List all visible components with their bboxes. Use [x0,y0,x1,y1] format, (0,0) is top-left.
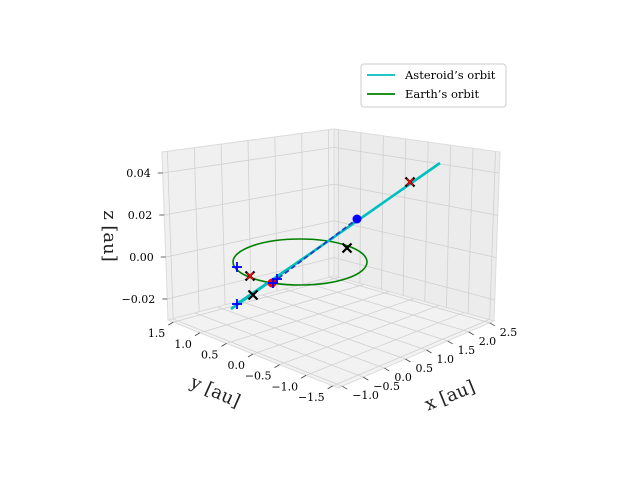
y-gridline-side [247,140,252,299]
x-gridline-back [381,135,384,290]
blue-dot-marker [352,214,362,224]
x-tick-label: 2.0 [479,335,497,348]
x-tick-label: 0.5 [415,362,433,375]
x-tick [447,340,453,345]
z-gridline-back [333,146,500,174]
trajectory-dashed-line [271,218,358,284]
y-tick [194,332,201,337]
legend-label-asteroid: Asteroid’s orbit [404,68,496,82]
z-axis-label: z [au] [99,210,120,262]
z-gridline-back [333,257,495,301]
y-gridline-side [274,136,278,292]
y-tick [168,321,174,326]
y-tick-label: 1.0 [174,338,192,351]
z-gridline-side [165,220,335,258]
tick-marks [157,172,495,390]
y-tick-label: −1.5 [298,391,325,404]
z-gridline-back [333,183,498,216]
legend: Asteroid’s orbit Earth’s orbit [360,63,507,108]
x-tick-label: 1.5 [458,344,476,357]
tick-labels: −1.0−0.50.00.51.01.52.02.51.51.00.50.0−0… [122,167,518,404]
x-tick [426,349,432,354]
x-tick-label: 1.0 [437,353,455,366]
x-gridline-back [489,151,496,320]
y-tick-label: 1.5 [148,327,166,340]
x-tick [405,358,411,363]
x-tick-label: 2.5 [500,326,518,339]
z-gridline-back [333,220,497,259]
z-tick-label: 0.04 [126,167,151,180]
x-gridline-back [424,142,429,302]
black-x-marker [341,242,353,254]
y-tick [300,374,307,379]
y-gridline-floor [252,298,415,355]
legend-box [360,63,507,108]
y-tick-label: 0.0 [228,359,246,372]
y-tick [221,343,227,347]
y-tick [247,353,254,358]
x-tick-label: −0.5 [373,380,400,393]
x-gridline-back [402,138,407,296]
x-tick [489,322,495,327]
x-gridline-back [446,145,452,308]
y-tick [274,364,280,368]
z-tick-label: 0.00 [129,251,154,264]
red-x-marker [406,178,414,186]
y-tick-label: 0.5 [201,348,219,361]
x-tick [384,367,390,372]
x-tick [468,331,474,336]
y-tick-label: −0.5 [245,370,272,383]
earth-orbit-line [232,238,368,286]
x-gridline-back [467,148,474,314]
y-gridline-side [193,147,200,312]
y-gridline-side [166,151,174,319]
x-tick [363,376,369,381]
x-gridline-back [359,132,362,284]
y-gridline-side [220,144,226,305]
z-tick-label: 0.02 [128,209,153,222]
z-gridline-side [162,146,335,174]
y-gridline-floor [305,312,465,376]
y-gridline-floor [332,319,490,387]
x-tick-label: −1.0 [352,389,379,402]
y-tick [327,385,333,390]
markers-layer [232,176,416,309]
y-tick-label: −1.0 [271,380,298,393]
legend-label-earth: Earth’s orbit [405,87,479,101]
y-gridline-floor [199,284,365,334]
z-tick-label: −0.02 [122,293,156,306]
z-gridline-side [164,183,335,216]
y-gridline-floor [279,305,440,366]
x-tick-label: 0.0 [394,371,412,384]
x-tick [342,385,348,390]
black-x-marker [247,289,259,301]
red-x-marker [246,272,254,280]
y-gridline-floor [226,291,390,344]
